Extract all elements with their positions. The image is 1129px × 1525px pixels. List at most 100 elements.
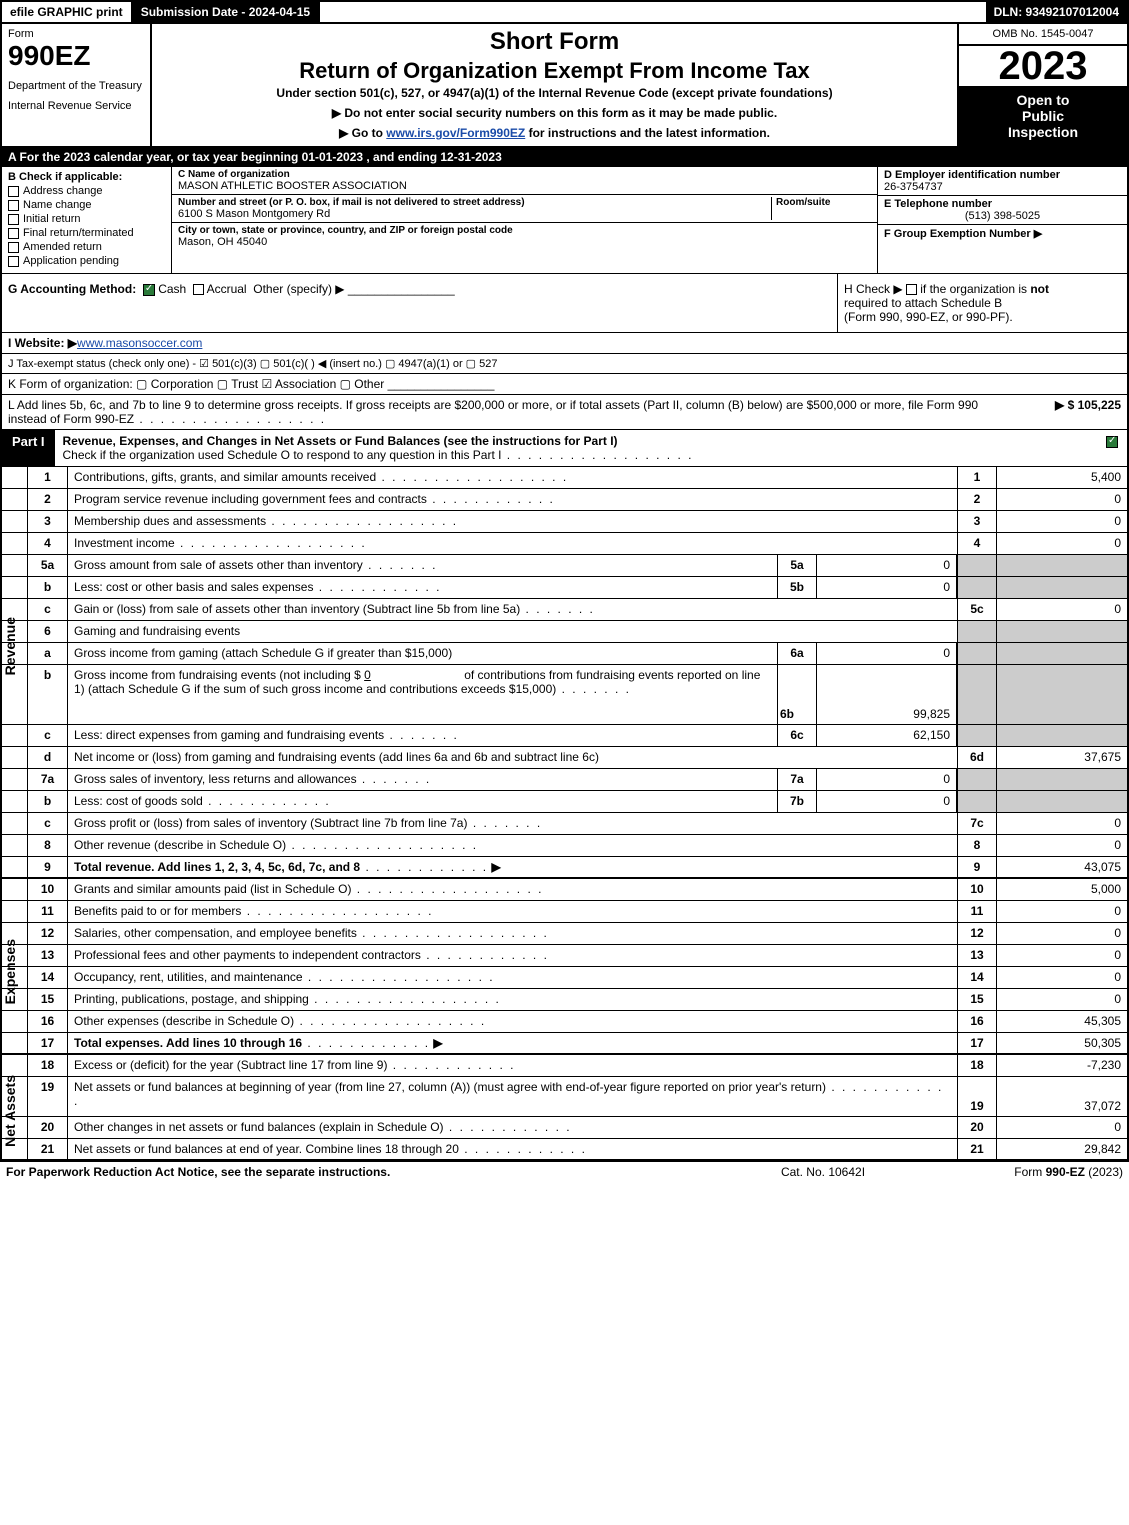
chk-final-return[interactable]: Final return/terminated [8, 227, 165, 239]
e-row: E Telephone number (513) 398-5025 [878, 196, 1127, 225]
line-6-desc: Gaming and fundraising events [68, 621, 957, 642]
checkbox-icon[interactable] [8, 214, 19, 225]
e-label: E Telephone number [884, 198, 1121, 210]
short-form-title: Short Form [158, 28, 951, 56]
line-6c-mini: 62,150 [817, 725, 957, 746]
chk-amended-return[interactable]: Amended return [8, 241, 165, 253]
part1-subtitle: Check if the organization used Schedule … [63, 448, 502, 462]
footer: For Paperwork Reduction Act Notice, see … [0, 1161, 1129, 1182]
efile-print[interactable]: efile GRAPHIC print [2, 2, 133, 22]
line-9: 9 Total revenue. Add lines 1, 2, 3, 4, 5… [0, 857, 1129, 879]
irs-link[interactable]: www.irs.gov/Form990EZ [386, 126, 525, 140]
line-10-desc: Grants and similar amounts paid (list in… [74, 882, 351, 896]
ein-value: 26-3754737 [884, 181, 1121, 193]
org-street: 6100 S Mason Montgomery Rd [178, 208, 771, 220]
c-city-label: City or town, state or province, country… [178, 225, 871, 236]
line-13-desc: Professional fees and other payments to … [74, 948, 421, 962]
part1-label: Part I [2, 430, 55, 466]
line-3-desc: Membership dues and assessments [74, 514, 266, 528]
g-cash: Cash [158, 282, 186, 296]
checkbox-checked-icon[interactable] [1106, 436, 1118, 448]
b-label: B Check if applicable: [8, 171, 165, 183]
line-12-val: 0 [997, 923, 1127, 944]
line-16: 16 Other expenses (describe in Schedule … [0, 1011, 1129, 1033]
col-c: C Name of organization MASON ATHLETIC BO… [172, 167, 877, 273]
note2-post: for instructions and the latest informat… [525, 126, 770, 140]
line-14: 14 Occupancy, rent, utilities, and maint… [0, 967, 1129, 989]
j-text: J Tax-exempt status (check only one) - ☑… [8, 358, 497, 370]
row-k: K Form of organization: ▢ Corporation ▢ … [0, 374, 1129, 395]
chk-label-4: Amended return [23, 241, 102, 253]
checkbox-checked-icon[interactable] [143, 284, 155, 296]
checkbox-icon[interactable] [8, 186, 19, 197]
dept-treasury: Department of the Treasury [8, 80, 144, 92]
line-5a-desc: Gross amount from sale of assets other t… [74, 558, 363, 572]
note-link-row: ▶ Go to www.irs.gov/Form990EZ for instru… [158, 126, 951, 140]
line-3: 3 Membership dues and assessments 30 [0, 511, 1129, 533]
checkbox-icon[interactable] [8, 200, 19, 211]
line-1-val: 5,400 [997, 467, 1127, 488]
col-def: D Employer identification number 26-3754… [877, 167, 1127, 273]
checkbox-icon[interactable] [8, 228, 19, 239]
checkbox-icon[interactable] [906, 284, 917, 295]
revenue-side-label: Revenue [2, 617, 26, 675]
checkbox-icon[interactable] [8, 242, 19, 253]
chk-initial-return[interactable]: Initial return [8, 213, 165, 225]
line-4: 4 Investment income 40 [0, 533, 1129, 555]
line-12: 12 Salaries, other compensation, and emp… [0, 923, 1129, 945]
line-5a: 5a Gross amount from sale of assets othe… [0, 555, 1129, 577]
tax-year: 2023 [959, 46, 1127, 86]
chk-name-change[interactable]: Name change [8, 199, 165, 211]
org-city: Mason, OH 45040 [178, 236, 871, 248]
line-6c-desc: Less: direct expenses from gaming and fu… [74, 728, 384, 742]
line-7c-val: 0 [997, 813, 1127, 834]
footer-left: For Paperwork Reduction Act Notice, see … [6, 1165, 723, 1179]
line-15: 15 Printing, publications, postage, and … [0, 989, 1129, 1011]
line-15-val: 0 [997, 989, 1127, 1010]
line-19: 19 Net assets or fund balances at beginn… [0, 1077, 1129, 1117]
inspect2: Public [963, 108, 1123, 124]
top-bar: efile GRAPHIC print Submission Date - 20… [0, 0, 1129, 24]
col-b: B Check if applicable: Address change Na… [2, 167, 172, 273]
line-2: 2 Program service revenue including gove… [0, 489, 1129, 511]
h-text1: H Check ▶ [844, 282, 903, 296]
line-19-desc: Net assets or fund balances at beginning… [74, 1080, 826, 1094]
l-text: L Add lines 5b, 6c, and 7b to line 9 to … [8, 398, 1001, 426]
line-7c: c Gross profit or (loss) from sales of i… [0, 813, 1129, 835]
line-5c-desc: Gain or (loss) from sale of assets other… [74, 602, 520, 616]
line-18-desc: Excess or (deficit) for the year (Subtra… [74, 1058, 387, 1072]
chk-label-3: Final return/terminated [23, 227, 134, 239]
phone-value: (513) 398-5025 [884, 210, 1121, 222]
checkbox-icon[interactable] [193, 284, 204, 295]
line-17: 17 Total expenses. Add lines 10 through … [0, 1033, 1129, 1055]
line-5b-desc: Less: cost or other basis and sales expe… [74, 580, 313, 594]
part1-check[interactable] [1097, 430, 1127, 466]
line-21-val: 29,842 [997, 1139, 1127, 1159]
d-row: D Employer identification number 26-3754… [878, 167, 1127, 196]
line-10-val: 5,000 [997, 879, 1127, 900]
row-gh: G Accounting Method: Cash Accrual Other … [0, 274, 1129, 333]
line-7b-mini: 0 [817, 791, 957, 812]
form-header: Form 990EZ Department of the Treasury In… [0, 24, 1129, 148]
line-10: 10 Grants and similar amounts paid (list… [0, 879, 1129, 901]
chk-application-pending[interactable]: Application pending [8, 255, 165, 267]
website-link[interactable]: www.masonsoccer.com [77, 336, 202, 350]
line-8-desc: Other revenue (describe in Schedule O) [74, 838, 286, 852]
chk-address-change[interactable]: Address change [8, 185, 165, 197]
expenses-section: Expenses 10 Grants and similar amounts p… [0, 879, 1129, 1055]
checkbox-icon[interactable] [8, 256, 19, 267]
inspection-box: Open to Public Inspection [959, 86, 1127, 146]
g-accounting: G Accounting Method: Cash Accrual Other … [2, 274, 837, 332]
row-i: I Website: ▶www.masonsoccer.com [0, 333, 1129, 354]
room-label: Room/suite [776, 197, 871, 208]
row-j: J Tax-exempt status (check only one) - ☑… [0, 354, 1129, 374]
line-14-val: 0 [997, 967, 1127, 988]
line-2-val: 0 [997, 489, 1127, 510]
submission-date: Submission Date - 2024-04-15 [133, 2, 320, 22]
line-12-desc: Salaries, other compensation, and employ… [74, 926, 357, 940]
line-5b-mini: 0 [817, 577, 957, 598]
line-18-val: -7,230 [997, 1055, 1127, 1076]
line-21-desc: Net assets or fund balances at end of ye… [74, 1142, 459, 1156]
c-name-label: C Name of organization [178, 169, 871, 180]
section-bf: B Check if applicable: Address change Na… [0, 167, 1129, 274]
